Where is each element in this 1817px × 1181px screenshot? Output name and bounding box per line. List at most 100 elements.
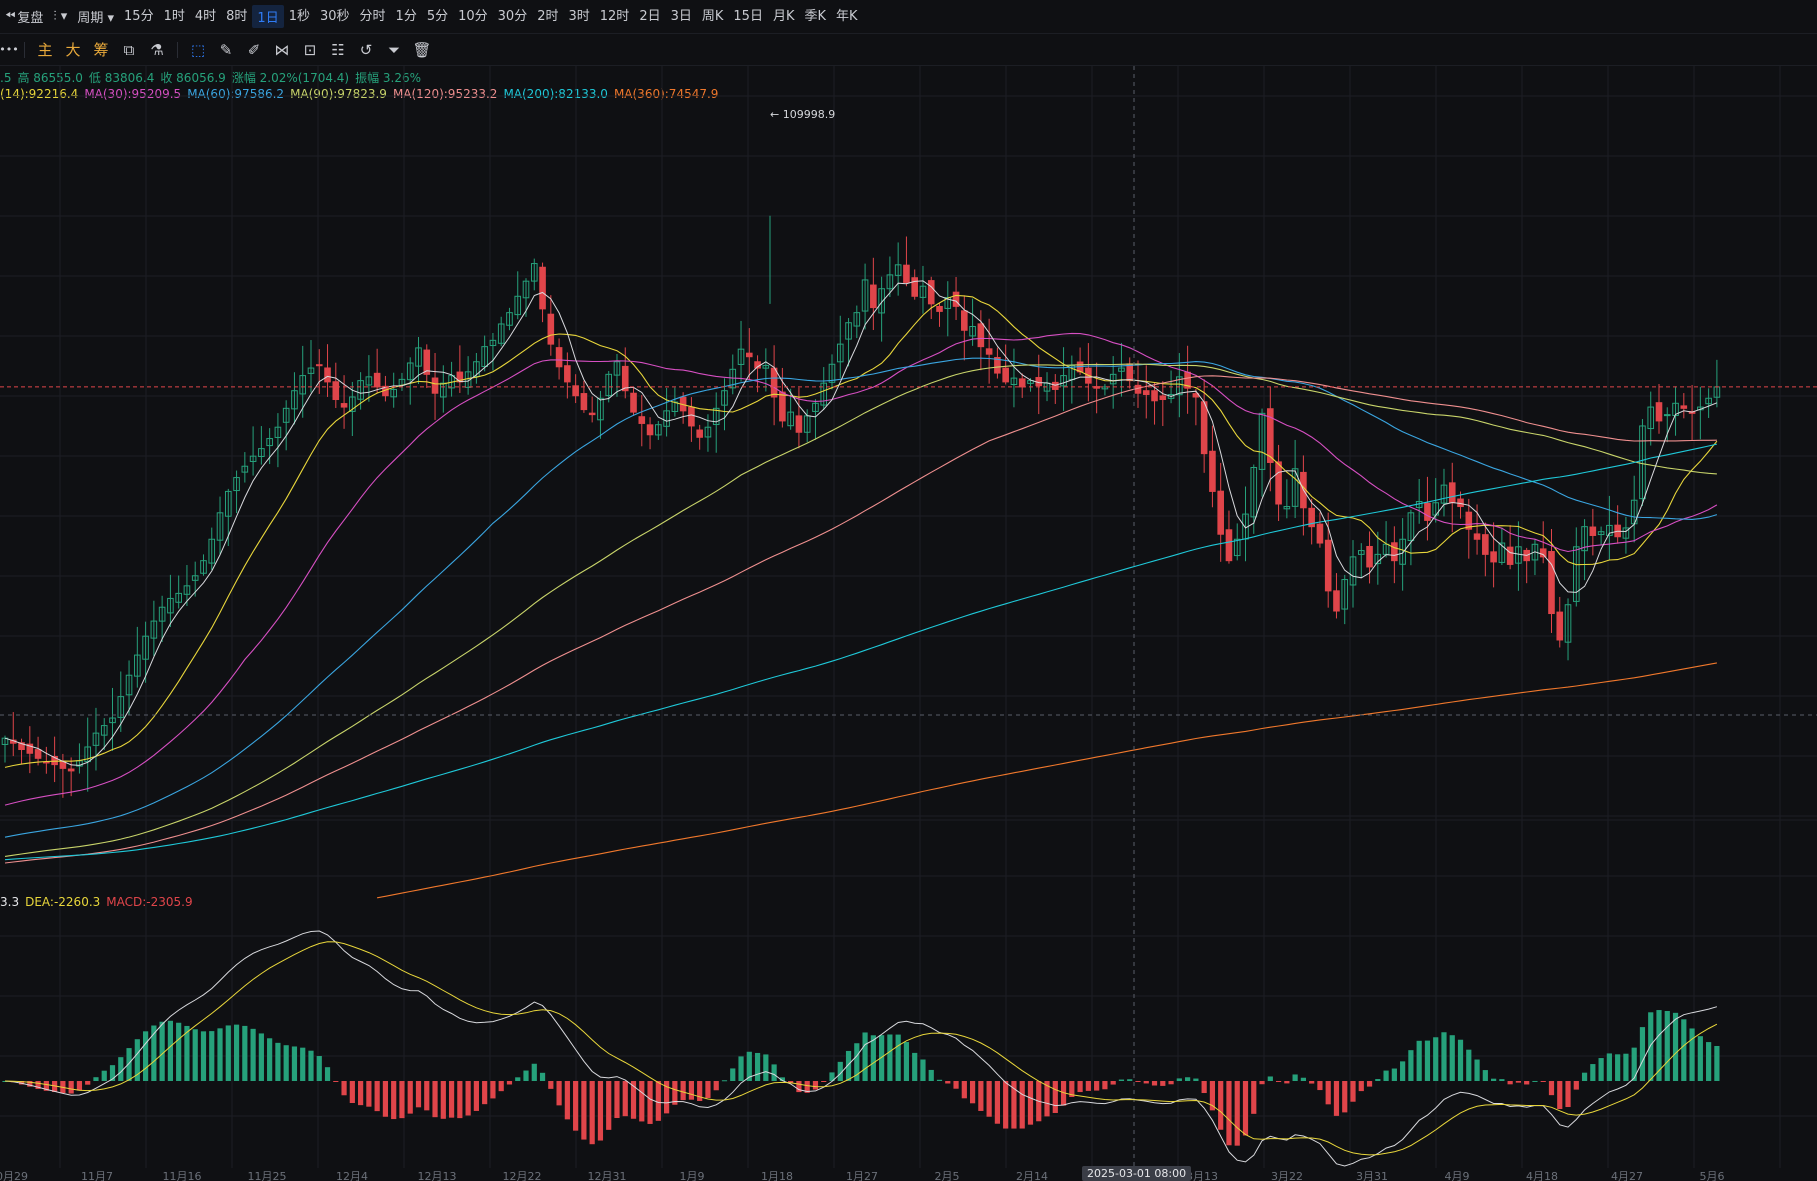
candle-body [1018,378,1026,388]
x-tick-label: 12月31 [587,1170,627,1181]
more-dots-icon[interactable]: ••• [0,43,19,56]
x-axis: 0月29 11月7 11月16 11月25 12月4 12月13 12月22 12月31 1月9… [0,1168,1817,1181]
candle-body [646,424,654,436]
period-11[interactable]: 30分 [497,9,528,24]
brush-icon[interactable]: ✐ [247,40,261,59]
macd-bar [1706,1042,1712,1081]
candle-body [1291,468,1299,507]
compare-icon[interactable]: ⧉ [123,40,135,59]
x-tick-label: 1月27 [846,1170,878,1181]
macd-bar [589,1081,595,1145]
period-1[interactable]: 1时 [163,9,185,24]
macd-bar [1540,1081,1546,1082]
candle-body [1142,390,1150,395]
period-17[interactable]: 周K [701,9,724,24]
period-9[interactable]: 5分 [426,9,449,24]
candle-body [1539,548,1547,558]
big-order-button[interactable]: 大 [65,41,81,59]
note-icon[interactable]: ☷ [331,40,345,59]
candle-body [737,348,745,365]
macd-bar [192,1029,198,1081]
candle-body [1060,375,1067,387]
macd-bar [564,1081,570,1120]
macd-bar [1557,1081,1563,1110]
period-14[interactable]: 12时 [599,9,630,24]
trash-icon[interactable]: 🗑︎ [412,40,432,59]
period-0[interactable]: 15分 [124,9,154,24]
candle-body [663,410,670,427]
macd-bar [1499,1079,1505,1081]
period-18[interactable]: 15日 [733,9,763,24]
cursor-icon[interactable]: ⬚ [190,40,206,59]
macd-bar [870,1035,876,1081]
period-7[interactable]: 分时 [359,9,386,24]
pattern-icon[interactable]: ⋈ [274,40,290,59]
macd-bar [746,1051,752,1081]
macd-bar [1127,1079,1133,1081]
x-tick-label: 12月13 [417,1170,457,1181]
candle-body [572,385,579,397]
period-19[interactable]: 月K [772,9,795,24]
macd-bar [581,1081,587,1140]
macd-bar [391,1081,397,1120]
macd-bar [465,1081,471,1116]
period-dropdown[interactable]: 周期 ▾ [72,7,119,26]
candle-body [497,323,505,344]
period-16[interactable]: 3日 [670,9,692,24]
macd-bar [614,1081,620,1119]
ma-legend-item: MA(360):74547.9 [613,87,719,101]
macd-bar [754,1052,761,1081]
candle-body [390,388,397,398]
candle-body [183,585,191,595]
macd-bar [366,1081,372,1107]
period-10[interactable]: 10分 [458,9,488,24]
measure-icon[interactable]: ⊡ [303,40,317,59]
candle-body [1250,467,1258,518]
candle-body [911,277,919,297]
main-indicator-button[interactable]: 主 [37,41,53,59]
period-12[interactable]: 2时 [537,9,559,24]
replay-button[interactable]: ⏪︎ 复盘 [0,7,48,26]
candle-body [539,266,546,310]
indicator-icon[interactable]: ⚗ [150,40,164,59]
candle-body [1506,546,1514,565]
period-3[interactable]: 8时 [226,9,248,24]
macd-bar [68,1081,74,1094]
period-2[interactable]: 4时 [194,9,217,24]
x-tick-label: 3月13 [1186,1170,1218,1181]
macd-bar [109,1065,116,1081]
candle-body [1275,461,1282,505]
macd-bar [1672,1012,1679,1081]
price-chart[interactable] [0,66,1817,1168]
candle-body [365,376,373,386]
period-8[interactable]: 1分 [395,9,417,24]
period-4[interactable]: 1日 [252,5,284,28]
filter-icon[interactable]: ⏷ [387,40,400,59]
period-5[interactable]: 1秒 [288,9,310,24]
candle-body [158,606,166,622]
chart-type-button[interactable]: ⫶ ▾ [53,9,68,24]
chip-distribution-button[interactable]: 筹 [93,41,109,59]
ma-line-5 [4,280,1718,766]
candle-body [1581,526,1588,552]
period-21[interactable]: 年K [836,9,858,24]
candle-body [1316,523,1324,544]
candle-body [233,477,240,492]
macd-bar [1267,1076,1273,1081]
candle-body [787,411,794,427]
macd-bar [539,1072,546,1081]
candle-body [861,279,869,312]
macd-bar [978,1081,984,1111]
candle-body [167,597,174,614]
pencil-icon[interactable]: ✎ [219,40,233,59]
period-15[interactable]: 2日 [639,9,661,24]
magnet-icon[interactable]: ↺ [359,40,373,59]
candle-body [1167,393,1175,399]
macd-bar [936,1079,943,1081]
period-6[interactable]: 30秒 [319,9,350,24]
candle-body [1548,551,1555,615]
candle-body [258,448,265,458]
candle-body [51,755,58,766]
period-20[interactable]: 季K [804,9,827,24]
period-13[interactable]: 3时 [568,9,590,24]
